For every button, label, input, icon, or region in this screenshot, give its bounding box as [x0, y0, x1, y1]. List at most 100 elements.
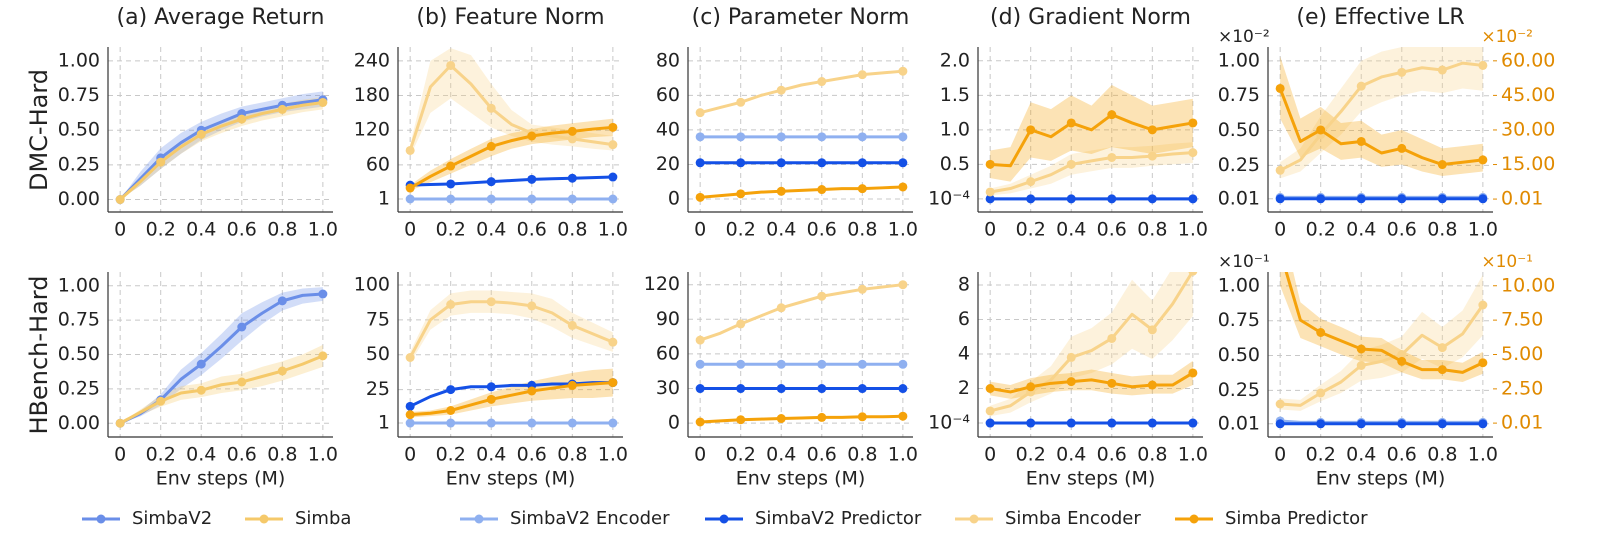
marker — [1026, 125, 1036, 135]
marker — [1188, 118, 1198, 128]
marker — [608, 140, 618, 150]
marker — [1316, 125, 1326, 135]
marker — [776, 384, 786, 394]
x-tick-label: 0.4 — [476, 219, 506, 241]
y-tick-label: 240 — [354, 49, 390, 71]
marker — [817, 384, 827, 394]
x-tick-label: 1.0 — [308, 219, 338, 241]
marker — [567, 320, 577, 330]
marker — [857, 132, 867, 142]
series-line — [990, 113, 1194, 168]
marker — [985, 418, 995, 428]
marker — [898, 132, 908, 142]
plot-area — [1275, 272, 1488, 429]
y-tick-label: 30 — [656, 377, 680, 399]
marker — [405, 145, 415, 155]
x-tick-label: 0.6 — [517, 444, 547, 466]
y-tick-label: 0.50 — [58, 343, 100, 365]
x-tick-label: 0 — [114, 219, 126, 241]
marker — [277, 366, 287, 376]
marker — [318, 351, 328, 361]
marker — [1026, 382, 1036, 392]
legend-label: Simba Predictor — [1225, 508, 1368, 529]
plot-area — [985, 272, 1198, 428]
marker — [898, 158, 908, 168]
marker — [1147, 380, 1157, 390]
confidence-band — [990, 84, 1193, 182]
plot-area — [405, 290, 618, 428]
y-tick-label: 0.25 — [58, 377, 100, 399]
marker — [1397, 419, 1407, 429]
marker — [608, 378, 618, 388]
x-tick-label: 0.8 — [1137, 219, 1167, 241]
y2-tick-label: 15.00 — [1501, 153, 1555, 175]
x-tick-label: 0.4 — [1346, 444, 1376, 466]
marker — [567, 418, 577, 428]
legend-marker — [719, 514, 729, 524]
x-tick-label: 0 — [984, 219, 996, 241]
marker — [608, 418, 618, 428]
marker — [115, 195, 125, 205]
x-tick-label: 0.8 — [267, 444, 297, 466]
marker — [695, 158, 705, 168]
panel-title: (c) Parameter Norm — [692, 5, 910, 30]
y-tick-label: 100 — [354, 273, 390, 295]
y-tick-label: 0.50 — [1218, 344, 1260, 366]
y-tick-label: 20 — [656, 153, 680, 175]
plot-area — [115, 91, 328, 205]
marker — [608, 194, 618, 204]
y-tick-label: 0.50 — [1218, 119, 1260, 141]
y-tick-label: 50 — [366, 343, 390, 365]
x-tick-label: 0.2 — [1016, 444, 1046, 466]
marker — [736, 132, 746, 142]
marker — [1188, 148, 1198, 158]
y2-offset-label: ×10⁻² — [1481, 27, 1533, 47]
marker — [1356, 344, 1366, 354]
marker — [695, 192, 705, 202]
x-tick-label: 0.8 — [1427, 219, 1457, 241]
y-tick-label: 2 — [958, 377, 970, 399]
marker — [985, 384, 995, 394]
y-tick-label: 10⁻⁴ — [928, 187, 970, 209]
marker — [985, 159, 995, 169]
x-tick-label: 0.4 — [1056, 219, 1086, 241]
x-tick-label: 1.0 — [1178, 219, 1208, 241]
marker — [898, 182, 908, 192]
marker — [985, 406, 995, 416]
x-tick-label: 1.0 — [1468, 219, 1498, 241]
confidence-band — [1280, 274, 1483, 411]
marker — [1397, 356, 1407, 366]
y-tick-label: 0.5 — [940, 153, 970, 175]
marker — [1437, 419, 1447, 429]
x-tick-label: 0.8 — [1137, 444, 1167, 466]
marker — [1356, 81, 1366, 91]
y-tick-label: 0.50 — [58, 119, 100, 141]
y-tick-label: 1.00 — [58, 274, 100, 296]
y-tick-label: 0.00 — [58, 188, 100, 210]
marker — [1066, 194, 1076, 204]
marker — [446, 60, 456, 70]
x-tick-label: 0.2 — [146, 444, 176, 466]
marker — [1437, 365, 1447, 375]
x-tick-label: 0.6 — [1387, 219, 1417, 241]
x-tick-label: 0 — [694, 444, 706, 466]
x-tick-label: 0.4 — [186, 444, 216, 466]
row-label: HBench-Hard — [25, 276, 53, 435]
confidence-band — [990, 272, 1193, 417]
panel: Env steps (M) 0 30 60 90 120 0 0.2 0.4 0.6 0.8 1.0 — [644, 272, 918, 490]
marker — [1397, 67, 1407, 77]
marker — [405, 401, 415, 411]
marker — [1397, 194, 1407, 204]
marker — [817, 77, 827, 87]
legend-marker — [259, 514, 269, 524]
x-axis-label: Env steps (M) — [736, 468, 866, 490]
marker — [1147, 151, 1157, 161]
marker — [776, 186, 786, 196]
marker — [1275, 419, 1285, 429]
marker — [156, 157, 166, 167]
marker — [608, 337, 618, 347]
x-tick-label: 0.8 — [1427, 444, 1457, 466]
y-tick-label: 1 — [378, 412, 390, 434]
series-line — [989, 151, 1193, 194]
